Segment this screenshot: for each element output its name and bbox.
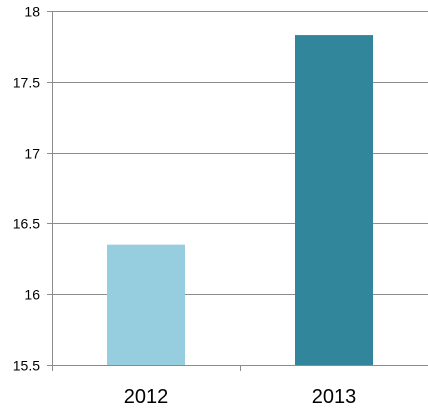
bar-2013 <box>295 35 373 366</box>
y-tick-label: 16 <box>24 287 40 303</box>
bar-2012 <box>107 244 185 365</box>
x-tick-label-2013: 2013 <box>312 386 357 408</box>
bars <box>107 35 373 366</box>
y-tick-label: 16.5 <box>13 216 40 232</box>
y-tick-label: 17.5 <box>13 75 40 91</box>
y-tick-label: 18 <box>24 4 40 20</box>
axes <box>47 11 428 371</box>
x-axis-labels: 2012 2013 <box>124 386 357 408</box>
x-tick-label-2012: 2012 <box>124 386 169 408</box>
y-tick-label: 15.5 <box>13 358 40 374</box>
y-axis-labels: 15.5 16 16.5 17 17.5 18 <box>13 4 40 374</box>
y-tick-label: 17 <box>24 146 40 162</box>
